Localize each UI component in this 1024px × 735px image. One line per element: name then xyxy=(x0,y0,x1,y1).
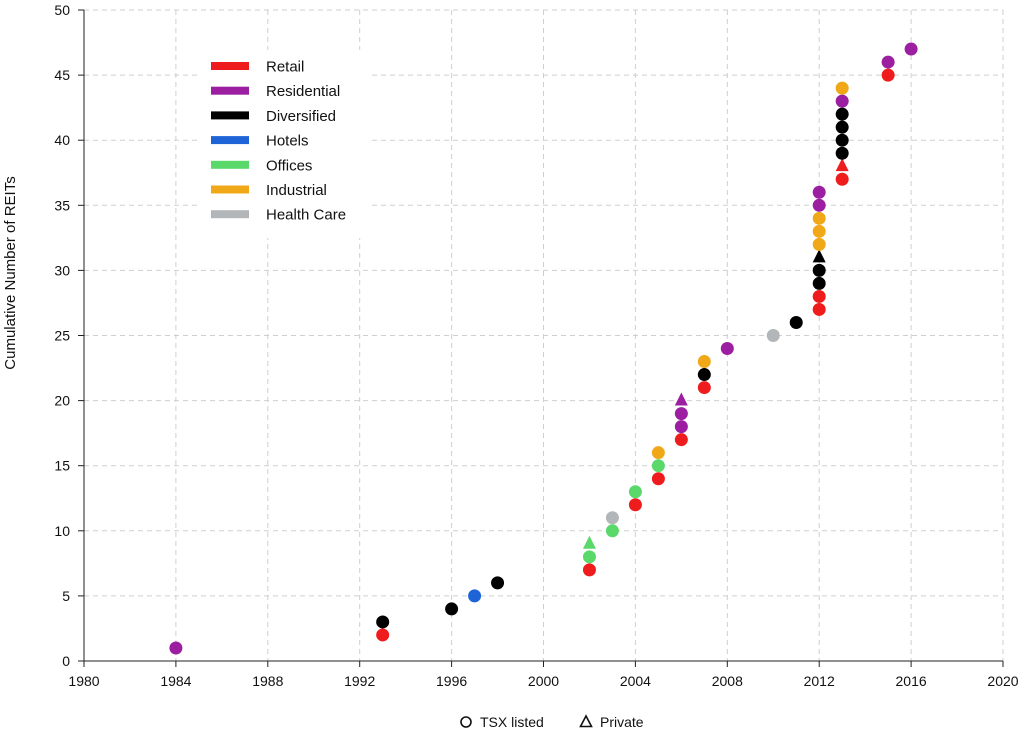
data-point-circle xyxy=(812,185,826,199)
data-point-circle xyxy=(789,315,803,329)
legend-swatch-industrial xyxy=(211,185,249,194)
data-point-triangle xyxy=(835,158,849,172)
tick-labels: 1980 1984 1988 1992 1996 2000 2004 2008 2012 2016… xyxy=(54,2,1018,689)
y-tick-label: 45 xyxy=(54,67,70,83)
legend-swatch-hotels xyxy=(211,136,249,145)
y-tick-label: 40 xyxy=(54,132,70,148)
data-point-circle xyxy=(674,420,688,434)
data-point-circle xyxy=(812,237,826,251)
data-point-circle xyxy=(445,602,459,616)
x-tick-label: 1992 xyxy=(344,673,375,689)
data-point-circle xyxy=(674,433,688,447)
data-point-circle xyxy=(720,342,734,356)
x-tick-label: 2016 xyxy=(896,673,927,689)
x-tick-label: 1984 xyxy=(160,673,191,689)
data-point-triangle xyxy=(674,392,688,406)
legend: Retail Residential Diversified Hotels Office… xyxy=(200,50,372,238)
data-point-circle xyxy=(651,472,665,486)
data-point-circle xyxy=(697,355,711,369)
data-point-circle xyxy=(605,511,619,525)
data-point-circle xyxy=(169,641,183,655)
data-point-circle xyxy=(766,329,780,342)
data-point-triangle xyxy=(812,249,826,263)
data-point-circle xyxy=(674,407,688,421)
data-points xyxy=(169,42,918,655)
data-point-circle xyxy=(605,524,619,538)
x-tick-label: 2004 xyxy=(620,673,651,689)
data-point-circle xyxy=(812,302,826,316)
y-tick-label: 20 xyxy=(54,393,70,409)
data-point-circle xyxy=(628,498,642,512)
data-point-circle xyxy=(628,485,642,499)
legend-swatch-offices xyxy=(211,160,249,169)
tsx-listed-circle-icon xyxy=(460,716,472,728)
y-tick-label: 50 xyxy=(54,2,70,18)
x-tick-label: 2008 xyxy=(712,673,743,689)
y-tick-label: 25 xyxy=(54,328,70,344)
data-point-circle xyxy=(376,628,390,642)
data-point-circle xyxy=(835,94,849,108)
legend-label-residential: Residential xyxy=(266,83,340,100)
x-tick-label: 1988 xyxy=(252,673,283,689)
data-point-circle xyxy=(651,459,665,473)
data-point-circle xyxy=(881,55,895,69)
y-tick-label: 0 xyxy=(62,653,70,669)
legend-swatch-retail xyxy=(211,62,249,70)
legend-label-offices: Offices xyxy=(266,157,312,174)
marker-legend: TSX listed Private xyxy=(460,714,644,730)
x-tick-label: 1980 xyxy=(68,673,99,689)
data-point-circle xyxy=(376,615,390,629)
x-tick-label: 1996 xyxy=(436,673,467,689)
data-point-circle xyxy=(697,381,711,395)
legend-label-health-care: Health Care xyxy=(266,207,346,224)
data-point-circle xyxy=(881,68,895,82)
data-point-circle xyxy=(582,550,596,564)
data-point-circle xyxy=(651,446,665,460)
data-point-circle xyxy=(582,563,596,577)
data-point-circle xyxy=(835,81,849,95)
y-tick-label: 15 xyxy=(54,458,70,474)
x-tick-label: 2000 xyxy=(528,673,559,689)
y-tick-label: 30 xyxy=(54,262,70,278)
data-point-circle xyxy=(835,120,849,134)
data-point-circle xyxy=(904,42,918,56)
data-point-triangle xyxy=(582,535,596,549)
data-point-circle xyxy=(491,576,505,590)
y-axis-label: Cumulative Number of REITs xyxy=(2,176,19,369)
data-point-circle xyxy=(697,368,711,382)
data-point-circle xyxy=(812,198,826,212)
data-point-circle xyxy=(835,107,849,121)
legend-label-diversified: Diversified xyxy=(266,108,336,125)
legend-swatch-health-care xyxy=(211,210,249,219)
marker-legend-label: Private xyxy=(600,714,644,730)
data-point-circle xyxy=(835,146,849,160)
y-tick-label: 5 xyxy=(62,588,70,604)
x-tick-label: 2012 xyxy=(804,673,835,689)
legend-label-industrial: Industrial xyxy=(266,182,327,199)
y-tick-label: 35 xyxy=(54,197,70,213)
data-point-circle xyxy=(812,289,826,303)
data-point-circle xyxy=(812,276,826,290)
data-point-circle xyxy=(812,263,826,277)
data-point-circle xyxy=(835,172,849,186)
grid-lines xyxy=(84,9,1004,661)
axes xyxy=(78,9,1004,667)
data-point-circle xyxy=(835,133,849,147)
marker-legend-label: TSX listed xyxy=(480,714,544,730)
data-point-circle xyxy=(468,589,482,603)
legend-swatch-residential xyxy=(211,86,249,95)
private-triangle-icon xyxy=(579,714,593,728)
legend-swatch-diversified xyxy=(211,111,249,120)
y-tick-label: 10 xyxy=(54,523,70,539)
x-tick-label: 2020 xyxy=(987,673,1018,689)
data-point-circle xyxy=(812,211,826,225)
legend-label-hotels: Hotels xyxy=(266,133,309,150)
data-point-circle xyxy=(812,224,826,238)
legend-label-retail: Retail xyxy=(266,59,304,76)
